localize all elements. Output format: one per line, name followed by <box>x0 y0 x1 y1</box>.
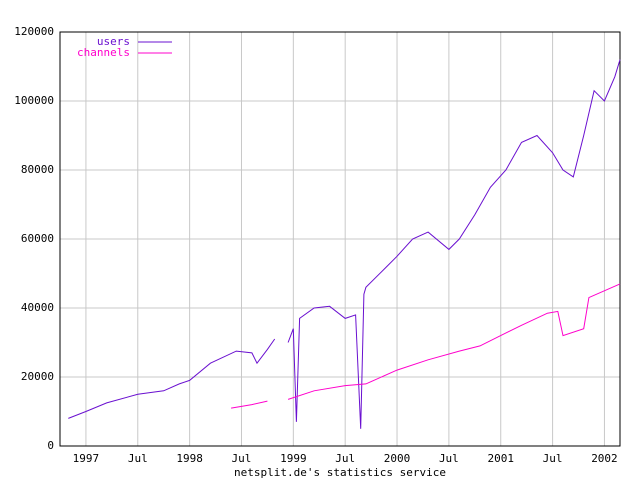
x-tick-label: 2001 <box>487 452 514 465</box>
x-tick-label: 1998 <box>176 452 203 465</box>
legend-label: users <box>97 35 130 48</box>
y-tick-label: 20000 <box>21 370 54 383</box>
x-tick-label: Jul <box>128 452 148 465</box>
y-tick-label: 80000 <box>21 163 54 176</box>
x-tick-label: Jul <box>543 452 563 465</box>
y-tick-label: 120000 <box>14 25 54 38</box>
series-line <box>231 283 621 409</box>
x-tick-label: Jul <box>439 452 459 465</box>
x-tick-label: 1999 <box>280 452 307 465</box>
plot-frame <box>59 31 621 447</box>
x-tick-label: 2002 <box>591 452 618 465</box>
x-tick-label: Jul <box>335 452 355 465</box>
y-tick-label: 60000 <box>21 232 54 245</box>
y-tick-label: 0 <box>47 439 54 452</box>
series-line <box>68 59 621 429</box>
y-tick-label: 100000 <box>14 94 54 107</box>
x-tick-label: Jul <box>232 452 252 465</box>
x-tick-label: 1997 <box>73 452 100 465</box>
legend-label: channels <box>77 46 130 59</box>
x-tick-label: 2000 <box>384 452 411 465</box>
y-tick-label: 40000 <box>21 301 54 314</box>
x-axis-label: netsplit.de's statistics service <box>234 466 446 479</box>
